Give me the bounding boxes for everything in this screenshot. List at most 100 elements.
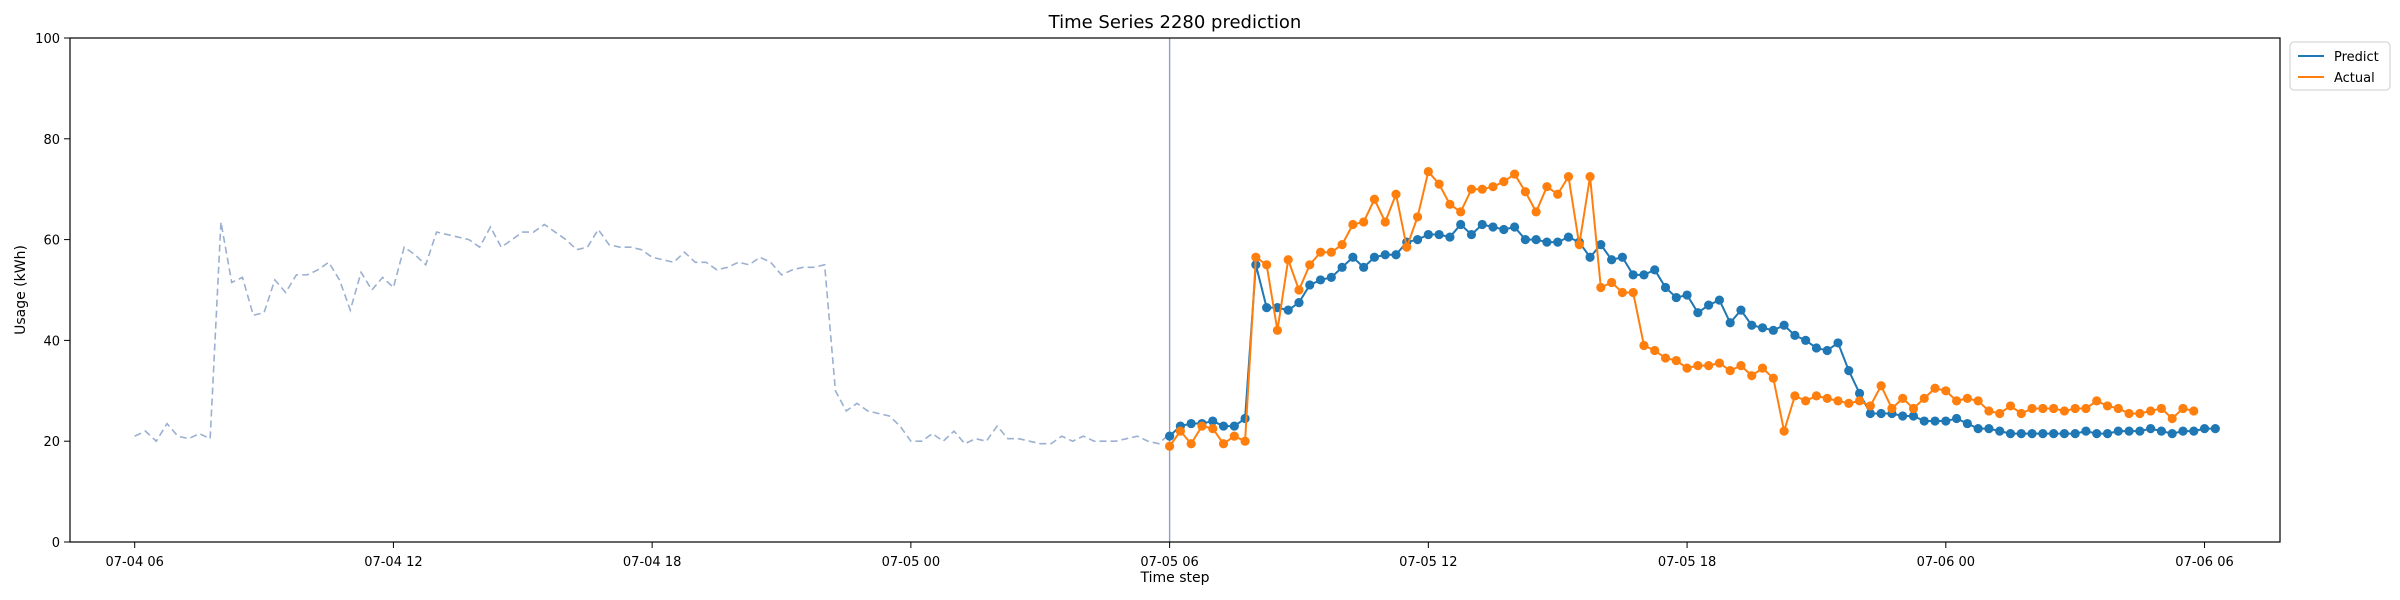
actual-point <box>2005 401 2016 411</box>
actual-point <box>1531 207 1541 217</box>
actual-point <box>1854 396 1865 406</box>
predict-point <box>1790 330 1800 340</box>
actual-point <box>1272 325 1283 335</box>
predict-point <box>1822 345 1832 356</box>
predict-point <box>2102 429 2113 439</box>
actual-point <box>1628 287 1638 298</box>
predict-point <box>2146 424 2156 434</box>
predict-point <box>2049 429 2059 439</box>
actual-point <box>1445 199 1455 209</box>
predict-point <box>1747 320 1757 330</box>
actual-point <box>1175 426 1185 436</box>
actual-point <box>1596 282 1606 293</box>
predict-point <box>1359 262 1369 272</box>
predict-point <box>2199 424 2210 434</box>
y-tick-label: 80 <box>43 133 60 148</box>
predict-point <box>2016 429 2026 439</box>
actual-point <box>1660 353 1671 363</box>
predict-point <box>2027 429 2037 439</box>
predict-point <box>1779 320 1789 330</box>
predict-point <box>1865 408 1875 419</box>
actual-point <box>1218 439 1229 449</box>
x-tick-label: 07-05 06 <box>1140 555 1198 570</box>
actual-point <box>1423 166 1433 177</box>
predict-point <box>1951 413 1962 424</box>
actual-point <box>1326 247 1336 257</box>
predict-point <box>1445 232 1455 242</box>
predict-point <box>2081 426 2091 436</box>
predict-point <box>1930 416 1940 426</box>
actual-point <box>1725 366 1735 376</box>
predict-point <box>1488 222 1498 232</box>
x-tick-label: 07-05 12 <box>1399 555 1457 570</box>
history-line <box>134 221 1171 445</box>
predict-point <box>1208 416 1218 426</box>
actual-point <box>1617 287 1627 298</box>
predict-point <box>1585 252 1595 262</box>
actual-point <box>1822 393 1832 403</box>
y-tick-label: 20 <box>43 435 60 450</box>
predict-point <box>1962 418 1972 429</box>
x-axis-label: Time step <box>1140 570 1210 586</box>
actual-point <box>1229 431 1239 441</box>
actual-point <box>1315 247 1326 257</box>
predict-point <box>1520 235 1530 245</box>
predict-point <box>1682 290 1692 300</box>
x-tick-label: 07-05 00 <box>882 555 940 570</box>
x-tick-label: 07-04 18 <box>623 555 681 570</box>
actual-point <box>2092 396 2102 406</box>
predict-point <box>1229 421 1239 431</box>
y-tick-label: 40 <box>43 334 60 349</box>
predict-point <box>1854 388 1865 398</box>
actual-point <box>1607 277 1617 288</box>
actual-point <box>1499 177 1509 187</box>
actual-series <box>1165 166 2199 451</box>
actual-point <box>2189 406 2199 416</box>
actual-point <box>1833 396 1843 406</box>
legend: Predict Actual <box>2289 41 2391 91</box>
actual-point <box>1887 403 1897 414</box>
predict-point <box>1736 305 1746 315</box>
actual-point <box>1876 381 1886 391</box>
predict-point <box>1714 295 1725 305</box>
predict-point <box>1811 343 1822 353</box>
actual-point <box>2113 403 2123 414</box>
predict-point <box>1995 426 2005 436</box>
predict-point <box>1315 275 1326 285</box>
actual-point <box>2081 403 2091 414</box>
actual-point <box>2038 403 2048 414</box>
actual-point <box>1542 182 1552 192</box>
actual-point <box>1984 406 1994 416</box>
actual-point <box>1402 242 1412 252</box>
actual-point <box>1693 361 1703 371</box>
actual-point <box>2167 413 2177 424</box>
actual-point <box>1919 393 1929 403</box>
actual-point <box>1186 439 1196 449</box>
predict-point <box>1499 224 1509 235</box>
predict-point <box>1908 411 1919 421</box>
actual-point <box>2070 403 2080 414</box>
predict-point <box>2038 429 2048 439</box>
predict-point <box>1704 300 1714 310</box>
actual-point <box>1747 371 1757 381</box>
predict-point <box>2167 429 2177 439</box>
actual-point <box>2059 406 2069 416</box>
predict-point <box>1509 222 1520 232</box>
predict-point <box>1596 240 1606 250</box>
y-axis-label: Usage (kWh) <box>13 245 29 335</box>
predict-point <box>2092 429 2102 439</box>
actual-point <box>1197 421 1207 431</box>
actual-point <box>2178 403 2188 414</box>
actual-point <box>1714 358 1725 368</box>
x-tick-label: 07-05 18 <box>1658 555 1716 570</box>
y-tick-label: 100 <box>35 32 60 47</box>
predict-point <box>2156 426 2167 436</box>
y-tick-label: 60 <box>43 234 60 249</box>
predict-point <box>1305 280 1315 290</box>
actual-point <box>1477 184 1487 194</box>
actual-point <box>1650 345 1660 356</box>
predict-line <box>1168 223 2216 437</box>
predict-point <box>1240 413 1250 424</box>
predict-point <box>1423 229 1433 240</box>
